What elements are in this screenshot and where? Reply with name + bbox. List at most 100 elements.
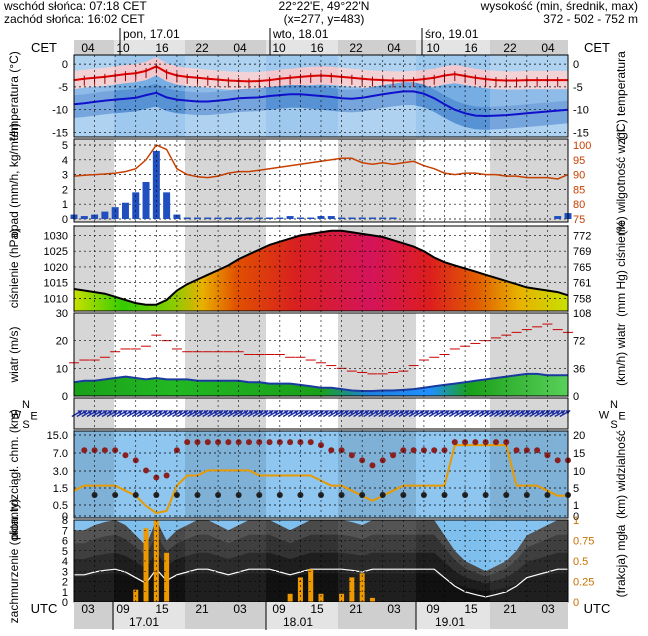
wind-arrow-head [510,410,515,415]
precip-bar [163,192,171,219]
wind-arrow-head [318,410,324,415]
wind-tick-left: 0 [62,391,68,403]
wind-arrow [378,409,390,418]
wind-arrow [438,409,450,418]
panel-frame-vis [73,430,569,519]
cloud-top-dot [369,462,376,469]
day-label-top: śro, 19.01 [425,27,479,41]
wind-arrow [247,409,259,418]
wind-arrow-head [404,410,410,415]
wind-arrow-head [248,410,254,415]
precip-ylabel-right: (%) wilgotność wzgl. [614,126,628,235]
cloud-top-dot [492,439,499,446]
hour-label-bottom: 15 [464,602,478,616]
cloud-tick-left: 2 [62,577,68,589]
wind-arrow-head [208,410,213,415]
hour-label-top: 16 [155,41,169,55]
fog-bar [339,593,345,602]
wind-arrow-head [525,410,530,415]
top-axis-shade [74,40,114,55]
hour-label-top: 04 [541,41,555,55]
pressure-ylabel-left: ciśnienie (hPa) [7,229,21,308]
precip-bar [379,217,387,219]
day-label-bottom: 19.01 [435,615,465,629]
wind-arrow [524,409,536,418]
precip-bar [183,217,191,219]
temp-tick-left: -10 [52,105,68,117]
wind-arrow-head [394,410,400,415]
wind-ylabel-left: wiatr (m/s) [7,327,21,384]
sunrise-text: wschód słońca: 07:18 CET [4,0,147,13]
fog-tick-right: 1 [573,515,579,527]
wind-arrow [81,409,93,418]
wind-arrow-head [545,410,551,415]
temp-ylabel-right: (°C) temperatura [614,51,628,141]
wind-arrow [151,409,164,418]
wind-arrow-head [323,410,329,415]
wind-arrow [177,409,189,418]
wind-arrow-head [364,410,369,415]
wind-arrow [383,409,395,418]
cloud-tick-left: 1 [62,587,68,599]
wind-arrow [287,409,299,418]
cloudext-tick-left: 0.5 [53,500,68,512]
cloud-top-dot [184,439,191,446]
wind-arrow-head [132,410,138,415]
wind-arrow-head [550,410,556,415]
wind-arrow [509,409,521,418]
night-band [74,139,114,222]
top-axis-shade [338,40,416,55]
precip-bar [358,217,366,219]
wind-arrow-head [515,410,520,415]
cloud-top-dot [307,439,314,446]
wind-arrow-head [127,410,133,415]
compass-s: S [22,419,29,431]
fog-bar [297,577,303,602]
compass-icon: NW ES [599,399,626,431]
wind-arrow-head [339,410,344,415]
precip-bar [389,217,397,219]
wind-tick-right: 36 [573,363,585,375]
hour-label-bottom: 03 [81,602,95,616]
wind-arrow [282,409,294,418]
cloud-top-dot [163,472,170,479]
tz-bottom-left: UTC [31,601,58,616]
hour-label-top: 04 [387,41,401,55]
cloud-top-dot [225,439,232,446]
wind-arrow [408,409,420,418]
wind-arrow-head [444,410,450,415]
precip-bar [101,211,109,219]
fog-bar [349,577,355,602]
compass-w: W [11,410,22,422]
wind-arrow-head [429,410,435,415]
wind-arrow [307,409,320,418]
visibility-tick-right: 15 [573,448,585,460]
wind-arrow-head [374,410,379,415]
sun-info: wschód słońca: 07:18 CET zachód słońca: … [4,0,147,26]
wind-arrow-head [560,410,566,415]
wind-arrow [252,409,264,418]
wind-arrow-head [424,410,430,415]
wind-arrow-head [117,410,123,415]
wind-tick-right: 72 [573,336,585,348]
wind-arrow-head [459,410,465,415]
hour-label-bottom: 03 [233,602,247,616]
night-band [490,139,568,222]
panel-frame-precip [73,138,569,223]
wind-arrow-head [122,410,128,415]
humidity-tick-right: 90 [573,170,585,182]
location-info: 22°22'E, 49°22'N (x=277, y=483) [262,0,386,26]
wind-arrow-head [520,410,525,415]
wind-arrow-head [273,410,279,415]
wind-arrow [222,409,234,418]
cloud-top-dot [235,439,242,446]
temp-ylabel-left: temperatura (°C) [7,51,21,141]
wind-arrow [322,409,335,418]
wind-arrow [529,409,541,418]
temp-band [74,75,568,107]
wind-arrow-head [223,410,229,415]
wind-arrow [368,409,380,418]
visibility-tick-right: 0 [573,511,579,523]
wind-arrow [539,409,551,418]
wind-arrow-head [495,410,500,415]
